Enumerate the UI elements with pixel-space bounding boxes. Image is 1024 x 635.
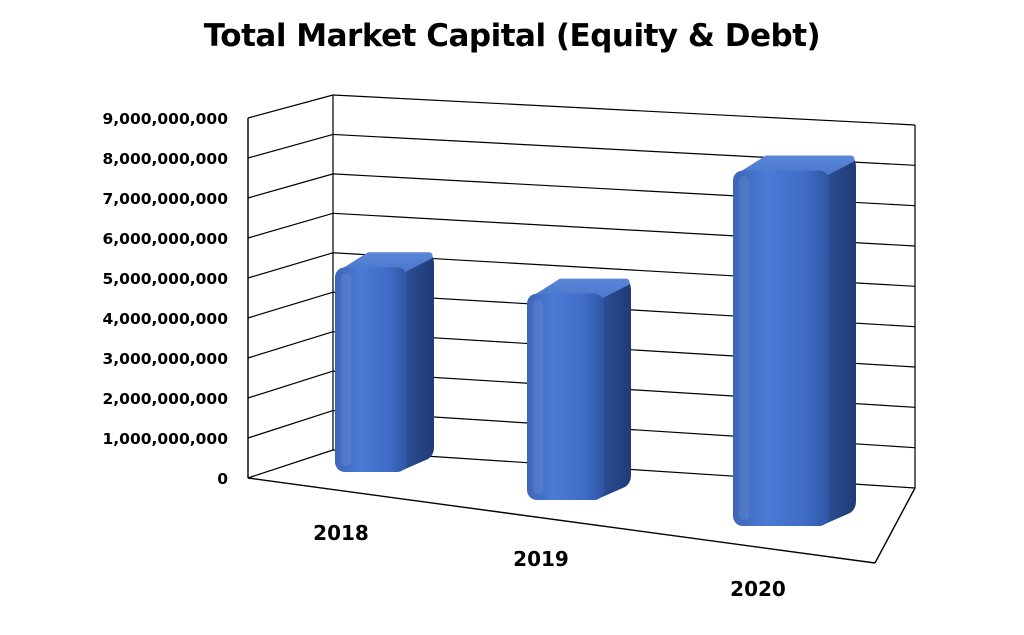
floor-front-edge <box>247 477 876 564</box>
bar-front-face <box>527 293 604 500</box>
gridline-side <box>247 173 334 199</box>
bar-side-face <box>825 157 856 524</box>
chart-title: Total Market Capital (Equity & Debt) <box>203 18 821 54</box>
gridline-side <box>247 370 334 399</box>
y-tick-label: 0 <box>217 470 228 488</box>
bar-2018 <box>335 252 434 472</box>
gridline-side <box>247 133 334 159</box>
gridline-side <box>247 252 334 279</box>
gridline-back <box>332 94 916 126</box>
floor-right-edge <box>874 487 916 564</box>
gridline-side <box>247 291 334 319</box>
bar-front-face <box>335 267 407 472</box>
y-tick-label: 9,000,000,000 <box>102 110 228 128</box>
y-tick-label: 6,000,000,000 <box>102 230 228 248</box>
gridline-side <box>247 449 334 479</box>
x-tick-label: 2020 <box>730 577 786 601</box>
bar-side-face <box>403 254 434 470</box>
y-tick-label: 5,000,000,000 <box>102 270 228 288</box>
y-tick-label: 8,000,000,000 <box>102 150 228 168</box>
x-tick-label: 2018 <box>313 521 369 545</box>
gridline-side <box>247 331 334 359</box>
gridline-side <box>247 212 334 239</box>
y-tick-label: 2,000,000,000 <box>102 390 228 408</box>
bar-2019 <box>527 278 631 500</box>
gridline-side <box>247 409 334 439</box>
bar-highlight <box>533 299 543 494</box>
y-tick-label: 7,000,000,000 <box>102 190 228 208</box>
x-tick-label: 2019 <box>513 547 569 571</box>
bar-highlight <box>341 273 351 466</box>
y-tick-label: 4,000,000,000 <box>102 310 228 328</box>
bar-front-face <box>733 170 829 526</box>
gridline-side <box>247 94 334 119</box>
bar-side-face <box>600 280 631 498</box>
y-tick-label: 3,000,000,000 <box>102 350 228 368</box>
bar-highlight <box>739 176 749 520</box>
y-tick-label: 1,000,000,000 <box>102 430 228 448</box>
bar-2020 <box>733 155 856 526</box>
